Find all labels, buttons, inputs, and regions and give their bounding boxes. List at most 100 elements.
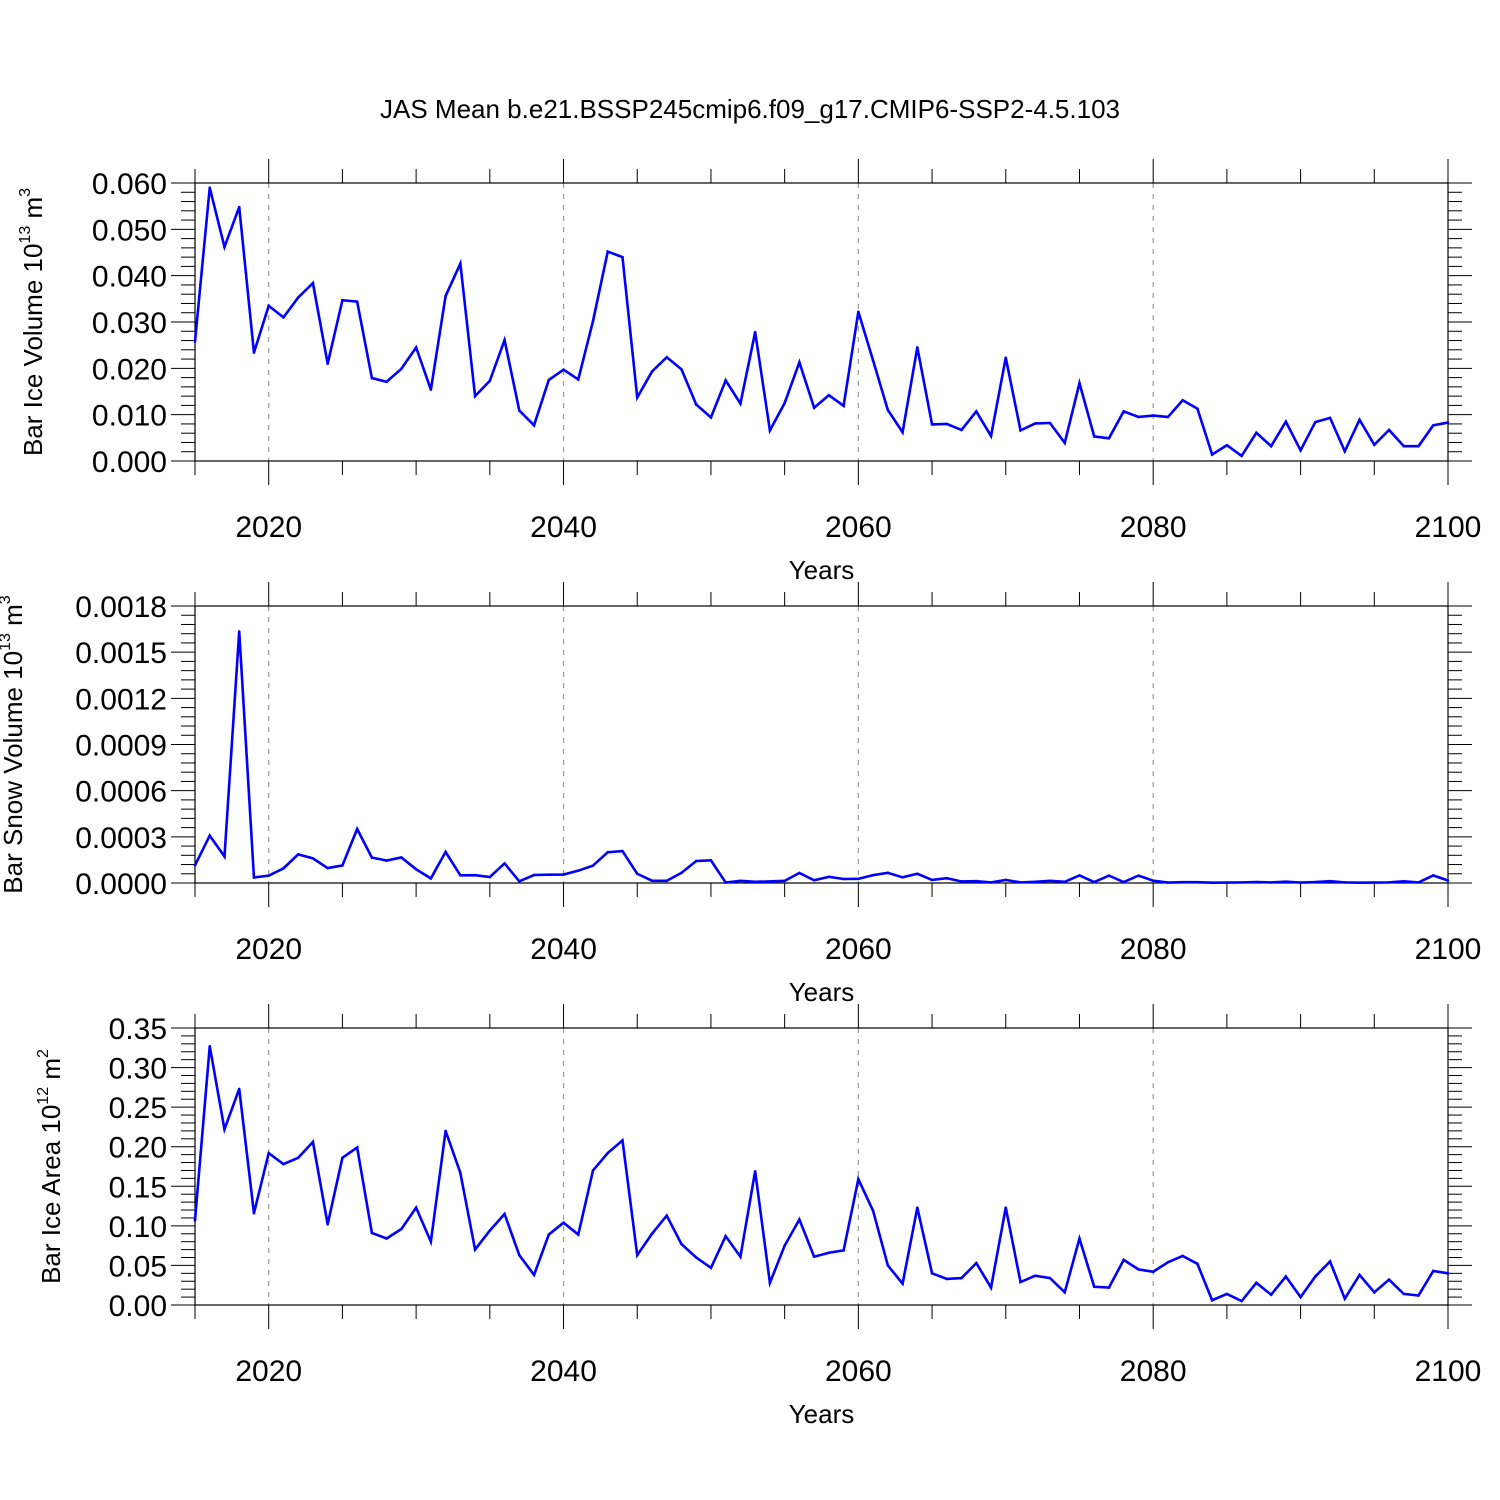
data-point (724, 1234, 727, 1238)
data-point (385, 380, 388, 384)
data-point (473, 394, 477, 398)
data-point (591, 1169, 595, 1172)
data-point (1107, 436, 1111, 440)
data-point (1269, 1293, 1273, 1297)
data-point (341, 864, 344, 867)
data-point (739, 879, 742, 883)
data-point (1431, 424, 1435, 427)
data-point (400, 856, 403, 859)
data-point (798, 871, 801, 875)
y-axis-label-text: Bar Snow Volume 10 (0, 651, 28, 894)
data-point (1358, 418, 1361, 422)
y-tick-label: 0.0012 (75, 683, 167, 716)
x-tick-label: 2100 (1415, 933, 1482, 966)
data-point (1196, 407, 1199, 410)
data-point (930, 1272, 934, 1275)
x-axis-label: Years (789, 1399, 855, 1429)
data-point (1122, 880, 1125, 884)
data-point (1387, 881, 1391, 884)
data-point (267, 874, 271, 877)
data-point (547, 378, 551, 382)
data-point (296, 1156, 300, 1160)
data-point (518, 880, 521, 883)
data-point (1417, 881, 1420, 884)
data-point (208, 1044, 212, 1048)
data-point (1343, 449, 1347, 453)
data-point (989, 1286, 993, 1289)
data-point (1166, 881, 1170, 884)
y-tick-label: 0.010 (92, 400, 167, 433)
y-tick-label: 0.030 (92, 307, 167, 340)
y-axis-label-unit: m (18, 197, 48, 226)
data-point (326, 1222, 329, 1226)
data-point (1092, 880, 1096, 884)
data-point (842, 877, 845, 881)
data-point (1048, 421, 1052, 425)
y-tick-label: 0.020 (92, 353, 167, 386)
data-point (857, 1177, 860, 1181)
x-tick-label: 2020 (235, 933, 302, 966)
y-axis-label-unit: m (36, 1058, 66, 1087)
data-point (635, 396, 639, 399)
data-point (1372, 1291, 1376, 1294)
data-point (503, 1212, 506, 1216)
data-point (326, 866, 329, 870)
data-point (1402, 1292, 1406, 1296)
data-point (547, 1233, 551, 1236)
data-point (842, 1249, 845, 1252)
data-point (1063, 441, 1067, 445)
x-tick-label: 2080 (1120, 1355, 1187, 1388)
data-point (282, 867, 285, 870)
data-point (974, 879, 978, 883)
series-line-snow_volume (193, 631, 1449, 884)
data-point (871, 359, 875, 362)
data-point (812, 406, 816, 410)
data-point (1107, 1286, 1111, 1289)
data-point (916, 1206, 919, 1209)
data-point (665, 879, 669, 883)
data-point (709, 859, 713, 862)
x-tick-label: 2100 (1415, 1355, 1482, 1388)
data-point (355, 300, 359, 303)
x-tick-label: 2040 (530, 933, 597, 966)
data-point (459, 1171, 462, 1175)
x-tick-label: 2080 (1120, 511, 1187, 544)
data-point (1181, 1254, 1184, 1258)
data-point (1269, 881, 1273, 884)
data-point (1196, 880, 1199, 884)
data-point (650, 879, 654, 882)
data-point (857, 310, 860, 314)
data-point (901, 876, 904, 879)
data-point (753, 330, 757, 334)
data-point (1122, 410, 1125, 413)
data-point (1019, 1280, 1022, 1284)
data-point (1255, 431, 1258, 435)
data-point (296, 853, 300, 856)
data-point (621, 1139, 624, 1142)
plot-frame (194, 182, 1449, 462)
data-point (665, 1214, 669, 1217)
data-point (562, 1221, 565, 1224)
data-point (753, 880, 757, 884)
data-point (621, 255, 624, 259)
data-point (1019, 881, 1022, 884)
data-point (385, 1237, 388, 1240)
data-point (252, 1211, 256, 1215)
data-point (576, 1233, 580, 1236)
data-point (1048, 1276, 1052, 1280)
data-point (960, 1276, 963, 1280)
data-point (429, 877, 433, 880)
x-tick-label: 2080 (1120, 933, 1187, 966)
data-point (444, 294, 447, 298)
y-tick-label: 0.0015 (75, 637, 167, 670)
data-point (694, 859, 698, 863)
data-point (1299, 449, 1302, 452)
data-point (1343, 881, 1347, 884)
data-point (459, 262, 462, 265)
y-axis-label-text: Bar Ice Area 10 (36, 1105, 66, 1284)
y-tick-label: 0.10 (109, 1211, 167, 1244)
data-point (591, 319, 595, 323)
data-point (871, 1209, 875, 1213)
data-point (1358, 881, 1361, 884)
data-point (1299, 881, 1302, 884)
